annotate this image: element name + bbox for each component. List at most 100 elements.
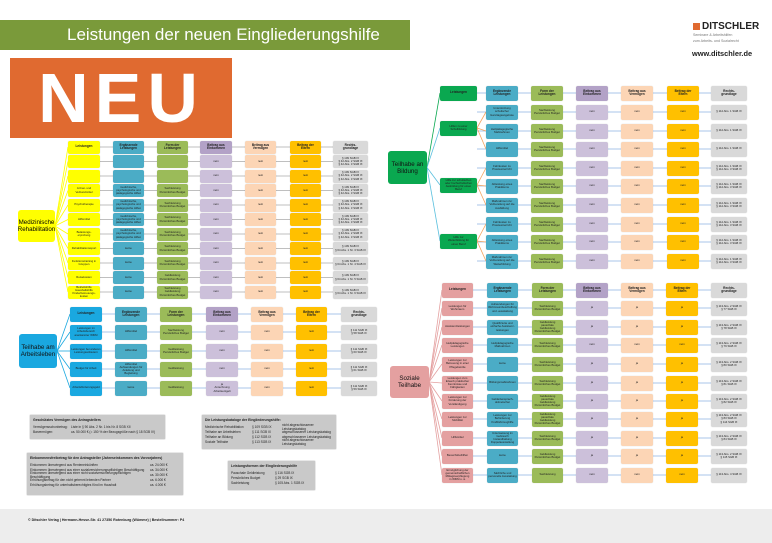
table-cell[interactable]: Sachleistung Persönliches Budget <box>160 324 192 340</box>
table-cell[interactable]: § 113 Abs. 2 SGB IX § 81 SGB IX <box>711 375 747 391</box>
table-cell[interactable]: nein <box>667 253 699 269</box>
table-cell[interactable]: § 113 Abs. 4 SGB IX <box>711 467 747 483</box>
table-cell[interactable]: Sachleistung Persönliches Budget <box>531 234 563 250</box>
table-cell[interactable]: § 112 Abs. 1 SGB IX § 112 Abs. 3 SGB IX <box>711 216 747 232</box>
table-cell[interactable]: nein <box>576 467 608 483</box>
table-cell[interactable]: ja <box>576 393 608 409</box>
table-cell[interactable]: nein <box>296 343 327 359</box>
table-cell[interactable]: nein <box>245 271 276 284</box>
table-cell[interactable]: nein <box>576 141 608 157</box>
table-cell[interactable]: ja <box>576 300 608 316</box>
table-cell[interactable]: Maßnahmen zur Vorbereitung auf die Weite… <box>486 253 518 269</box>
table-cell[interactable]: Ableistung eines Praktikums <box>486 178 518 194</box>
table-cell[interactable]: Ableistung eines Praktikums <box>486 234 518 250</box>
table-cell[interactable]: nein <box>206 343 238 359</box>
table-cell[interactable]: ja <box>576 375 608 391</box>
table-cell[interactable]: ja <box>621 411 653 427</box>
table-cell[interactable]: nein <box>245 227 276 241</box>
leistung-item[interactable]: Leistungen bei anderen Leistungsanbieter… <box>70 343 102 359</box>
table-cell[interactable]: Sachleistung Persönliches Budget <box>532 356 563 372</box>
table-cell[interactable]: nein <box>576 160 608 176</box>
table-cell[interactable]: Sachleistung Persönliches Budget <box>532 375 563 391</box>
leistung-item[interactable]: Hilfsmittel <box>68 213 100 226</box>
leistung-item[interactable]: Heilpädagogische Leistungen <box>442 337 473 353</box>
leistung-group[interactable]: Hilfen zu einer Schulbildung <box>440 120 477 136</box>
leistung-item[interactable]: Betriebshilfe Haushaltshilfe Kinderbetre… <box>68 285 100 299</box>
table-cell[interactable]: ja Anrechnung Arbeitsentgelt <box>206 380 238 396</box>
table-cell[interactable]: Sachleistung <box>532 467 563 483</box>
table-cell[interactable]: nein <box>621 337 653 353</box>
leistung-item[interactable]: Arbeitsförderungsgeld <box>70 380 102 396</box>
table-cell[interactable]: ja <box>621 430 653 446</box>
table-cell[interactable]: keine <box>113 271 144 284</box>
leistung-item[interactable] <box>68 169 100 183</box>
table-cell[interactable]: § 109 SGB IX § 64 Abs. 1 Nr. 3 SGB IX <box>333 242 368 255</box>
table-cell[interactable]: nein <box>576 178 608 194</box>
table-cell[interactable]: § 112 Abs. 1 SGB IX § 112 Abs. 3 SGB IX <box>711 178 747 194</box>
table-cell[interactable]: § 112 Abs. 1 SGB IX <box>711 123 747 139</box>
table-cell[interactable]: Geldleistung <box>160 380 192 396</box>
table-cell[interactable]: nein <box>251 343 283 359</box>
column-header-4[interactable]: Beitrag aus Vermögen <box>621 282 653 298</box>
table-cell[interactable]: ja <box>666 393 698 409</box>
table-cell[interactable]: § 113 Abs. 2 SGB IX § 115 SGB IX <box>711 448 747 464</box>
leistung-item[interactable]: Arznei- und Verbandmittel <box>68 184 100 197</box>
ditschler-logo[interactable]: DITSCHLER Seminare & Arbeitshilfen zum A… <box>690 21 770 58</box>
table-cell[interactable]: ja <box>576 319 608 335</box>
table-cell[interactable]: § 109 SGB IX § 42 Abs. 2 SGB IX § 42 Abs… <box>333 227 368 241</box>
table-cell[interactable]: § 113 Abs. 2 SGB IX § 79 SGB IX <box>711 337 747 353</box>
table-cell[interactable]: ja <box>621 448 653 464</box>
leistung-item[interactable]: Leistungen für Wohnraum <box>442 300 473 316</box>
leistung-item[interactable]: Reisekosten <box>68 271 100 284</box>
table-cell[interactable]: § 109 SGB IX § 42 Abs. 2 SGB IX § 42 Abs… <box>333 198 368 212</box>
table-cell[interactable]: nein <box>621 141 653 157</box>
table-cell[interactable]: Hilfsmittel Aufwendungen für Anleitung u… <box>115 361 147 377</box>
column-header-5[interactable]: Beitrag der Eltern <box>290 140 321 154</box>
table-cell[interactable]: Sachleistung Persönliches Budget <box>531 104 563 120</box>
table-cell[interactable]: nein <box>251 361 283 377</box>
table-cell[interactable]: Maßnahmen zur Vorbereitung auf die Ausbi… <box>486 197 518 213</box>
leistung-item[interactable]: Psychotherapie <box>68 198 100 212</box>
table-cell[interactable]: Geldleistung pauschale Geldleistung Pers… <box>532 411 563 427</box>
table-cell[interactable]: nein <box>290 242 321 255</box>
table-cell[interactable]: ja <box>621 393 653 409</box>
table-cell[interactable]: ja <box>621 375 653 391</box>
leistung-item[interactable]: Budget für Arbeit <box>70 361 102 377</box>
table-cell[interactable]: Fahrkosten zu Praxisunterricht <box>486 160 518 176</box>
column-header-4[interactable]: Beitrag aus Vermögen <box>245 140 276 154</box>
table-cell[interactable]: Heilpädagogische Maßnahmen <box>487 337 518 353</box>
table-cell[interactable]: nein <box>290 198 321 212</box>
table-cell[interactable]: § 109 SGB IX § 42 Abs. 2 SGB IX § 42 Abs… <box>333 184 368 197</box>
table-cell[interactable]: nein <box>290 271 321 284</box>
table-cell[interactable]: § 113 Abs. 2 SGB IX § 82 SGB IX <box>711 393 747 409</box>
sozial-root-node[interactable]: Soziale Teilhabe <box>390 366 429 398</box>
table-cell[interactable]: Leistungen zur Beförderung Kraftfahrzeug… <box>487 411 518 427</box>
column-header-5[interactable]: Beitrag der Eltern <box>666 282 698 298</box>
table-cell[interactable]: Aufwendungen für Wohnraumbeschaffung und… <box>487 300 518 316</box>
table-cell[interactable]: nein <box>576 123 608 139</box>
column-header-2[interactable]: Form der Leistungen <box>157 140 188 154</box>
column-header-0[interactable]: Leistungen <box>68 140 100 154</box>
leistung-group[interactable]: Hilfe zur schulischen oder hochschulisch… <box>440 177 477 193</box>
leistung-item[interactable]: Funktionstraining in Gruppen <box>68 256 100 270</box>
table-cell[interactable]: nein <box>621 160 653 176</box>
table-cell[interactable]: Sachleistung Persönliches Budget <box>531 160 563 176</box>
table-cell[interactable] <box>113 155 144 168</box>
table-cell[interactable]: § 109 SGB IX § 42 Abs. 2 SGB IX § 42 Abs… <box>333 155 368 168</box>
column-header-3[interactable]: Beitrag aus Einkommen <box>206 306 238 322</box>
leistung-group[interactable]: Hilfe zur Weiterbildung für einen Beruf <box>440 233 477 249</box>
table-cell[interactable]: Heilpädagogische Maßnahmen <box>486 123 518 139</box>
column-header-6[interactable]: Rechts- grundlage <box>711 85 747 101</box>
table-cell[interactable]: nein <box>667 197 699 213</box>
leistung-item[interactable]: Besuchsbeihilfen <box>442 448 473 464</box>
table-cell[interactable]: Sachleistung Persönliches Budget <box>157 256 188 270</box>
table-cell[interactable]: keine <box>113 285 144 299</box>
table-cell[interactable]: ja <box>621 319 653 335</box>
table-cell[interactable]: § 112 Abs. 1 SGB IX <box>711 104 747 120</box>
table-cell[interactable]: nein <box>667 104 699 120</box>
leistung-item[interactable]: Leistungen im Arbeitsbereich anerkannter… <box>70 324 102 340</box>
table-cell[interactable]: nein <box>206 324 238 340</box>
table-cell[interactable]: Sachleistung Persönliches Budget <box>531 197 563 213</box>
table-cell[interactable]: Sachleistung Persönliches Budget <box>532 337 563 353</box>
table-cell[interactable]: ja <box>666 356 698 372</box>
